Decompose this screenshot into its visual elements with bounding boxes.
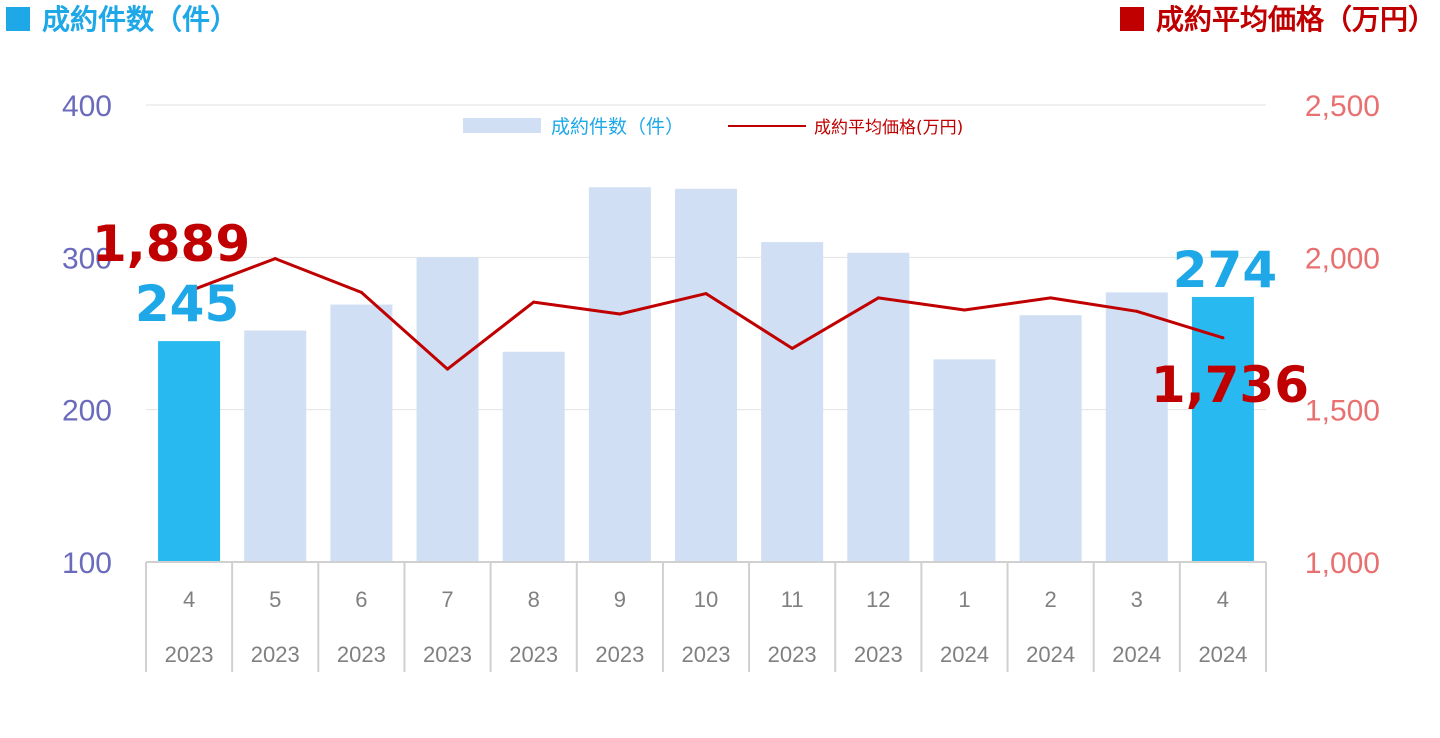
data-label: 245 [135, 275, 239, 333]
price-point [187, 289, 191, 293]
left-tick-label: 400 [62, 90, 112, 123]
right-series-marker [1119, 7, 1144, 31]
left-series-marker [6, 7, 30, 31]
bar [1191, 296, 1254, 562]
year-label: 2023 [682, 642, 731, 667]
month-label: 4 [183, 587, 195, 612]
price-point [1135, 309, 1139, 313]
bar [1105, 292, 1168, 562]
month-label: 1 [958, 587, 970, 612]
price-point [1221, 336, 1225, 340]
year-label: 2023 [251, 642, 300, 667]
bar [675, 188, 737, 563]
legend-bar-swatch [463, 118, 541, 133]
bar [588, 187, 651, 562]
month-label: 4 [1217, 587, 1229, 612]
year-label: 2023 [595, 642, 644, 667]
month-label: 12 [866, 587, 890, 612]
price-point [532, 300, 536, 304]
data-label: 1,889 [92, 215, 250, 273]
month-label: 8 [528, 587, 540, 612]
bar [502, 351, 565, 562]
bar [330, 304, 393, 562]
left-axis-title: 成約件数（件） [6, 2, 238, 38]
year-label: 2023 [165, 642, 214, 667]
price-point [876, 296, 880, 300]
left-tick-label: 300 [62, 242, 112, 275]
bar [933, 359, 996, 562]
price-point [446, 367, 450, 371]
price-point [273, 257, 277, 261]
month-label: 9 [614, 587, 626, 612]
year-label: 2024 [940, 642, 989, 667]
year-label: 2023 [509, 642, 558, 667]
price-point [359, 290, 363, 294]
price-point [962, 308, 966, 312]
year-label: 2023 [337, 642, 386, 667]
right-axis-title: 成約平均価格（万円） [1119, 2, 1436, 38]
month-label: 11 [781, 587, 804, 612]
year-label: 2023 [423, 642, 472, 667]
bar [761, 242, 824, 562]
price-point [618, 312, 622, 316]
month-label: 7 [441, 587, 453, 612]
left-tick-label: 100 [62, 547, 112, 580]
right-tick-label: 2,500 [1305, 90, 1380, 123]
bar [244, 330, 307, 562]
month-label: 10 [694, 587, 718, 612]
price-point [1049, 296, 1053, 300]
legend-bar-label: 成約件数（件） [551, 116, 684, 138]
right-tick-label: 2,000 [1305, 242, 1380, 275]
legend-line-label: 成約平均価格(万円) [814, 118, 963, 138]
right-tick-label: 1,500 [1305, 395, 1380, 428]
right-axis-title-text: 成約平均価格（万円） [1155, 3, 1436, 36]
year-label: 2024 [1112, 642, 1161, 667]
bar [847, 252, 910, 562]
bar [158, 341, 221, 562]
month-label: 3 [1131, 587, 1143, 612]
price-point [704, 292, 708, 296]
year-label: 2024 [1026, 642, 1075, 667]
year-label: 2023 [768, 642, 817, 667]
bar [1019, 315, 1082, 562]
bar [416, 257, 479, 562]
month-label: 2 [1044, 587, 1056, 612]
month-label: 5 [269, 587, 281, 612]
year-label: 2024 [1198, 642, 1247, 667]
year-label: 2023 [854, 642, 903, 667]
data-label: 274 [1173, 241, 1277, 299]
right-tick-label: 1,000 [1305, 547, 1380, 580]
month-label: 6 [355, 587, 367, 612]
data-label: 1,736 [1151, 356, 1309, 414]
left-axis-title-text: 成約件数（件） [42, 3, 239, 36]
left-tick-label: 200 [62, 395, 112, 428]
price-point [790, 346, 794, 350]
